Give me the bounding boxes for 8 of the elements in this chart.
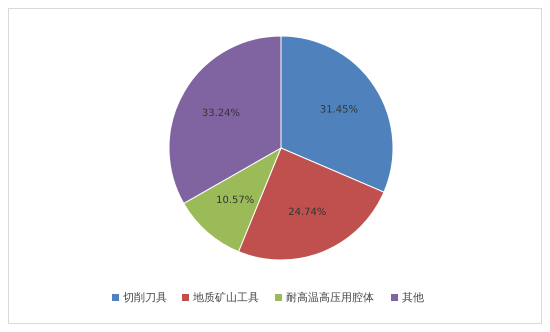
data-label: 33.24% [202, 108, 240, 119]
legend-label: 耐高温高压用腔体 [286, 291, 374, 304]
data-label: 10.57% [216, 194, 254, 206]
data-label: 31.45% [320, 104, 358, 116]
legend-label: 切削刀具 [123, 291, 167, 304]
legend-label: 其他 [402, 291, 424, 304]
legend-label: 地质矿山工具 [192, 291, 259, 304]
data-label: 24.74% [288, 207, 326, 218]
